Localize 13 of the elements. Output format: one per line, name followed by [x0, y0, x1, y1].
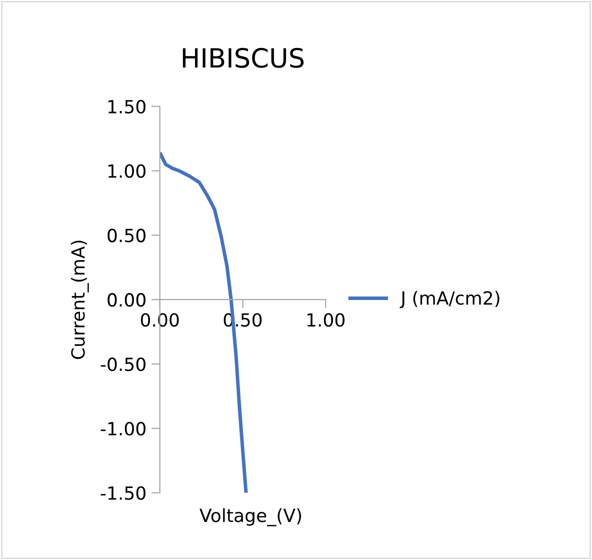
x-tick-label: 0.00	[140, 313, 179, 327]
y-tick-label: -0.50	[100, 357, 146, 372]
y-tick-label: 1.00	[108, 164, 146, 178]
y-tick-label: -1.50	[100, 486, 146, 500]
y-tick-label: 0.00	[108, 293, 146, 307]
y-tick-label: -1.00	[100, 422, 146, 436]
legend-label: J (mA/cm2)	[400, 290, 500, 308]
chart-title: HIBISCUS	[182, 48, 304, 68]
y-tick-label: 1.50	[108, 100, 146, 114]
x-axis-title: Voltage_(V)	[200, 508, 302, 526]
x-tick-label: 1.00	[307, 313, 344, 327]
y-tick-label: 0.50	[108, 228, 146, 242]
y-axis-title: Current_(mA)	[70, 240, 89, 360]
